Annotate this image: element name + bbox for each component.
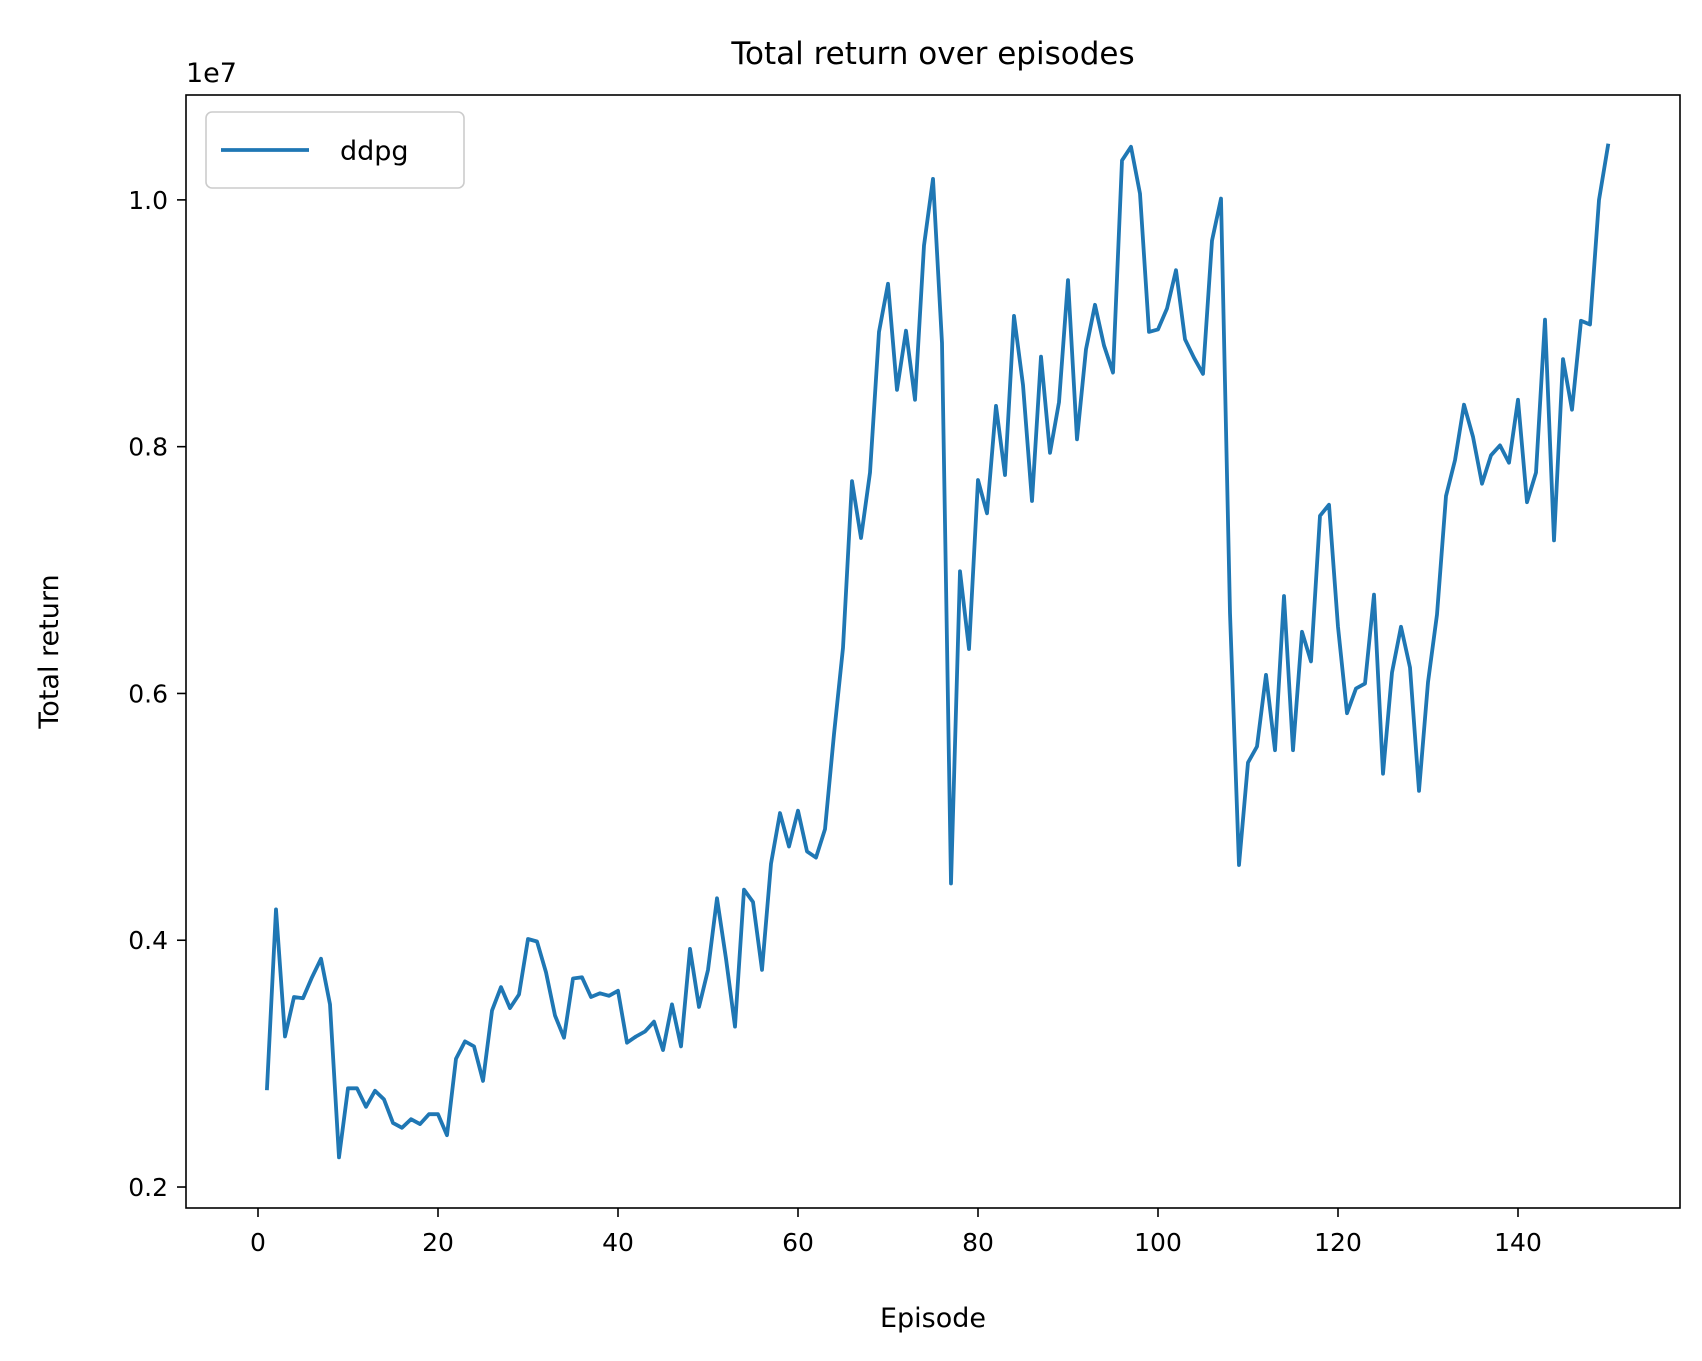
legend-box: [205, 111, 465, 189]
x-tick-label: 80: [962, 1228, 994, 1257]
series-line-ddpg: [265, 143, 1611, 1160]
y-scale-label: 1e7: [186, 58, 237, 89]
x-tick-label: 140: [1494, 1228, 1542, 1257]
y-tick-label: 0.4: [128, 926, 168, 955]
y-tick-label: 0.8: [128, 433, 168, 462]
plot-frame: [185, 94, 1681, 1209]
y-tick-label: 0.6: [128, 679, 168, 708]
x-tick-label: 60: [782, 1228, 814, 1257]
x-tick-label: 20: [422, 1228, 454, 1257]
y-tick-label: 1.0: [128, 186, 168, 215]
x-tick-label: 40: [602, 1228, 634, 1257]
x-tick-label: 120: [1314, 1228, 1362, 1257]
y-axis-label: Total return: [34, 574, 65, 729]
x-tick-label: 100: [1134, 1228, 1182, 1257]
legend: ddpg: [205, 111, 465, 189]
chart-title: Total return over episodes: [730, 36, 1134, 72]
y-tick-label: 0.2: [128, 1173, 168, 1202]
legend-label-ddpg: ddpg: [340, 136, 409, 167]
x-axis-label: Episode: [880, 1303, 986, 1334]
x-tick-label: 0: [250, 1228, 266, 1257]
x-axis-ticks: 0 20 40 60 80 100 120 140: [250, 1208, 1542, 1257]
y-axis-ticks: 0.2 0.4 0.6 0.8 1.0: [128, 186, 186, 1202]
